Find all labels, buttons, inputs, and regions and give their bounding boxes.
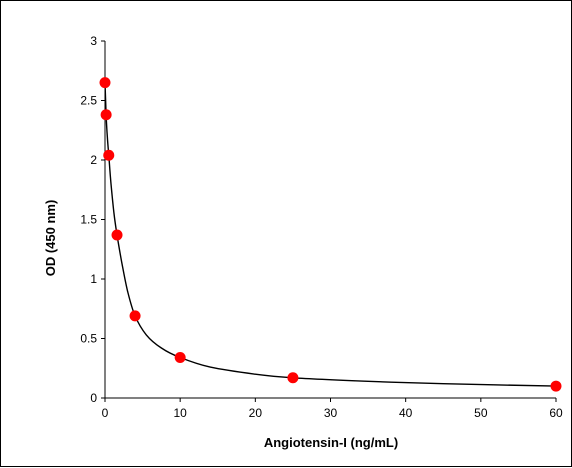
y-tick-label: 0.5 bbox=[80, 332, 97, 346]
x-tick-label: 30 bbox=[324, 406, 338, 420]
data-point bbox=[129, 310, 141, 322]
data-point bbox=[100, 109, 112, 121]
data-point bbox=[287, 372, 299, 384]
x-tick-label: 20 bbox=[249, 406, 263, 420]
x-tick-label: 0 bbox=[102, 406, 109, 420]
x-tick-label: 60 bbox=[549, 406, 563, 420]
data-point bbox=[550, 380, 562, 392]
y-tick-label: 2 bbox=[90, 153, 97, 167]
y-tick-label: 3 bbox=[90, 34, 97, 48]
x-axis-title: Angiotensin-I (ng/mL) bbox=[264, 435, 398, 450]
x-tick-label: 40 bbox=[399, 406, 413, 420]
y-tick-label: 1 bbox=[90, 272, 97, 286]
y-tick-label: 2.5 bbox=[80, 94, 97, 108]
data-point bbox=[111, 229, 123, 241]
x-tick-label: 10 bbox=[173, 406, 187, 420]
data-point bbox=[103, 149, 115, 161]
data-point bbox=[174, 352, 186, 364]
y-tick-label: 0 bbox=[90, 391, 97, 405]
x-tick-label: 50 bbox=[474, 406, 488, 420]
data-point bbox=[99, 77, 111, 89]
fit-curve bbox=[104, 82, 557, 387]
y-axis-title: OD (450 nm) bbox=[43, 200, 58, 277]
y-tick-label: 1.5 bbox=[80, 213, 97, 227]
